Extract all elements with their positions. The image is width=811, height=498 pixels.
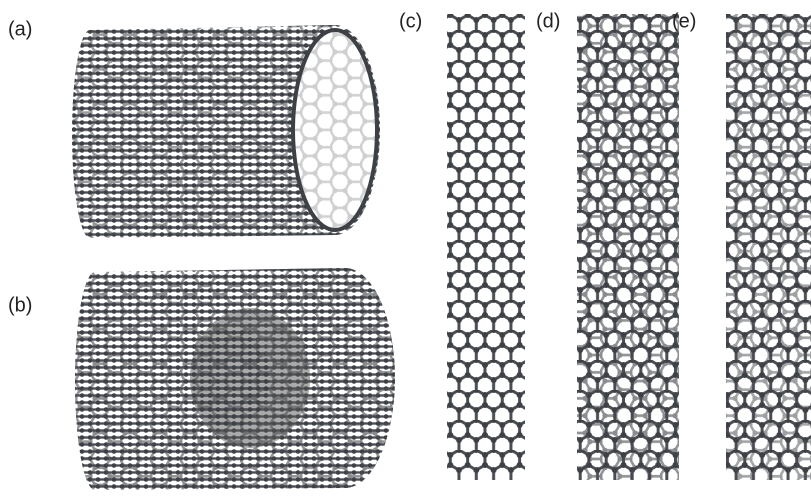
tube-d <box>577 14 679 480</box>
panel-label: (a) <box>8 18 32 40</box>
tube-e <box>726 14 811 480</box>
panel-label: (c) <box>399 10 422 32</box>
figure: (a) (b) (c) (d) (e) <box>0 0 811 498</box>
panel-label: (b) <box>8 294 32 316</box>
panel-label: (d) <box>536 10 560 32</box>
panel-label: (e) <box>672 10 696 32</box>
tube-b <box>75 268 395 490</box>
tube-a <box>72 25 380 238</box>
tube-c <box>447 14 525 480</box>
